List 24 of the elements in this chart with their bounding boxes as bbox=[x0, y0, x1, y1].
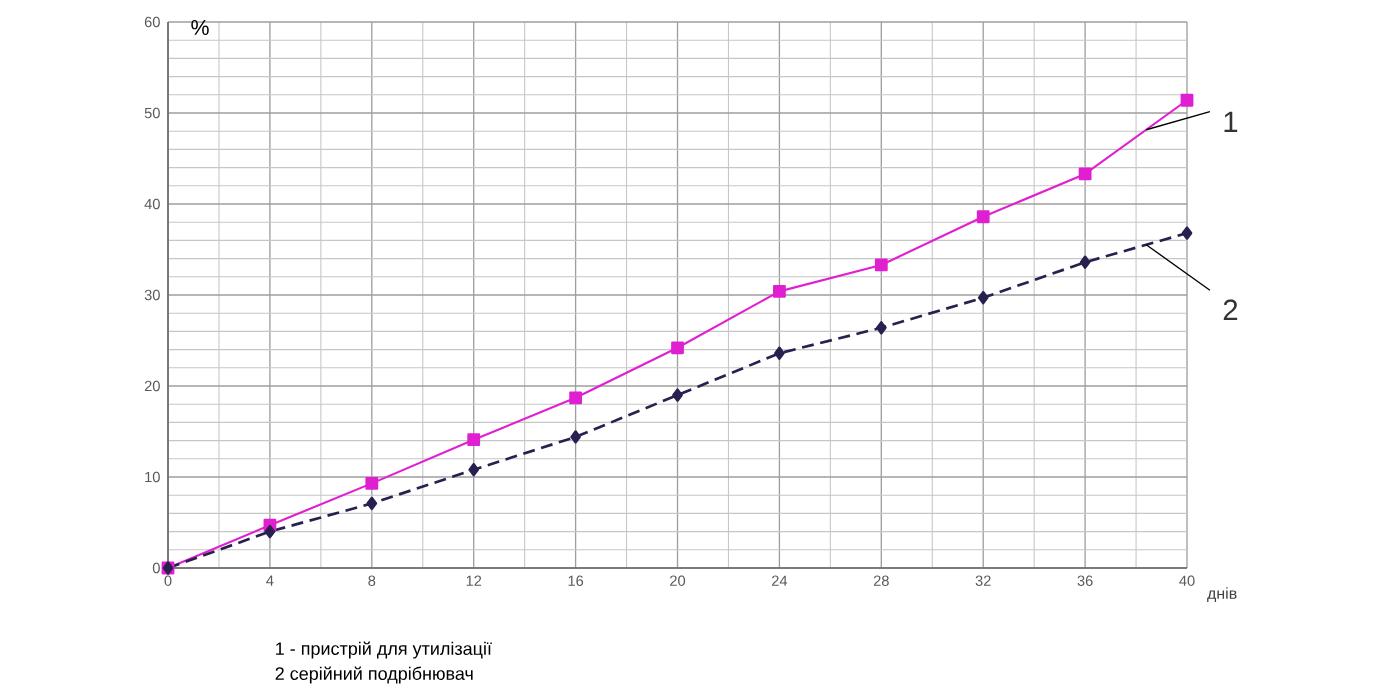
x-tick-label: 0 bbox=[164, 575, 172, 586]
text: 1 - пристрій для утилізації bbox=[276, 641, 492, 659]
y-axis-title: % bbox=[191, 19, 209, 35]
y-tick-label: 10 bbox=[145, 471, 160, 483]
y-tick-label: 20 bbox=[144, 380, 160, 392]
y-tick-label: 50 bbox=[144, 107, 160, 119]
x-tick-label: 32 bbox=[975, 575, 991, 586]
y-tick-label: 60 bbox=[144, 16, 160, 28]
text: 2 bbox=[1223, 299, 1238, 321]
x-tick-label: 16 bbox=[568, 575, 584, 586]
x-tick-label: 8 bbox=[368, 575, 376, 586]
x-tick-label: 4 bbox=[266, 575, 274, 586]
text: 2 серійний подрібнювач bbox=[275, 666, 473, 684]
y-tick-label: 30 bbox=[144, 289, 160, 301]
x-tick-label: 12 bbox=[466, 575, 482, 586]
y-tick-label: 40 bbox=[144, 198, 160, 210]
x-tick-label: 36 bbox=[1077, 575, 1093, 586]
x-tick-label: 20 bbox=[670, 575, 686, 586]
x-tick-label: 40 bbox=[1179, 575, 1195, 586]
x-tick-label: 24 bbox=[771, 575, 788, 586]
x-axis-title: днів bbox=[1207, 587, 1237, 603]
x-tick-label: 28 bbox=[873, 575, 889, 586]
y-tick-label: 0 bbox=[152, 562, 160, 574]
series-label: 1 bbox=[1224, 111, 1238, 132]
